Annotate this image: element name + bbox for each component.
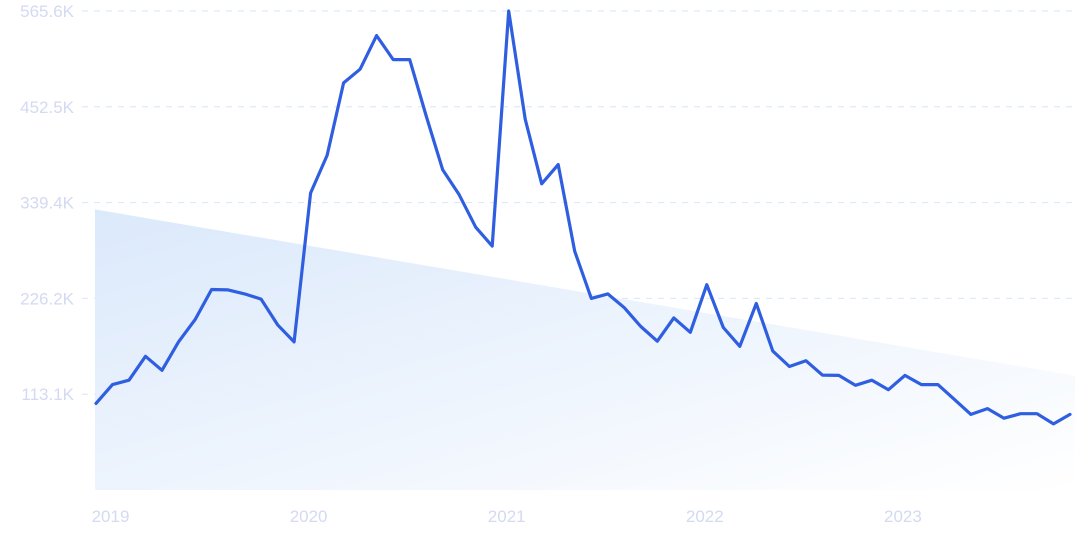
trend-area <box>95 209 1075 491</box>
y-tick-label: 113.1K <box>21 385 74 404</box>
y-tick-label: 452.5K <box>20 98 75 117</box>
y-tick-label: 226.2K <box>20 289 75 308</box>
x-tick-label: 2021 <box>488 507 526 526</box>
y-axis: 113.1K 226.2K 339.4K 452.5K 565.6K <box>20 2 75 404</box>
y-tick-label: 339.4K <box>20 194 75 213</box>
x-tick-label: 2019 <box>92 507 130 526</box>
x-tick-label: 2023 <box>884 507 922 526</box>
series-line <box>94 9 1072 426</box>
x-tick-label: 2020 <box>290 507 328 526</box>
data-points <box>95 10 1071 425</box>
y-tick-label: 565.6K <box>20 2 75 21</box>
x-axis: 2019 2020 2021 2022 2023 <box>92 507 922 526</box>
x-tick-label: 2022 <box>686 507 724 526</box>
